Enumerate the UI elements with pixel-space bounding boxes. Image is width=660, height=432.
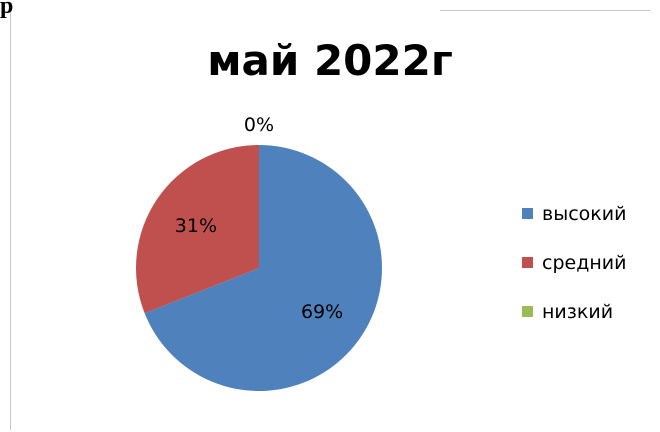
pie-data-label-средний: 31% (175, 215, 217, 237)
cropped-heading-text: р (0, 0, 14, 19)
legend-label: средний (542, 252, 627, 274)
pie-data-label-высокий: 69% (301, 301, 343, 323)
pie-slice-высокий (144, 145, 383, 392)
legend-label: высокий (542, 203, 627, 225)
legend-swatch (522, 208, 533, 219)
legend-swatch (522, 257, 533, 268)
legend-swatch (522, 306, 533, 317)
chart-title: май 2022г (207, 36, 453, 85)
pie-slice-средний (135, 145, 259, 314)
legend-label: низкий (542, 301, 614, 323)
chart-frame-left-border (10, 10, 11, 430)
chart-frame-top-border (440, 10, 650, 11)
pie-data-label-низкий: 0% (244, 114, 274, 136)
